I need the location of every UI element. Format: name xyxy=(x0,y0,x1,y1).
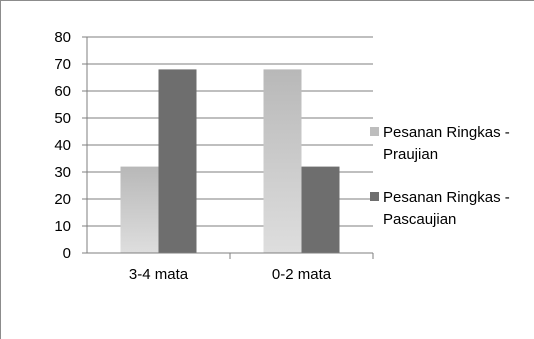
y-tick-label: 60 xyxy=(54,83,71,100)
x-tick-labels: 3-4 mata 0-2 mata xyxy=(129,266,332,283)
legend: Pesanan Ringkas - Praujian Pesanan Ringkas… xyxy=(370,124,510,228)
y-tick-label: 0 xyxy=(63,245,71,262)
x-tick-label: 3-4 mata xyxy=(129,266,189,283)
bars xyxy=(120,69,340,254)
legend-swatch xyxy=(370,127,379,136)
bar-praujian-0 xyxy=(120,166,159,253)
legend-label: Pascaujian xyxy=(383,211,456,228)
legend-label: Praujian xyxy=(383,146,438,163)
gridlines xyxy=(87,36,373,227)
y-tick-label: 70 xyxy=(54,56,71,73)
legend-label: Pesanan Ringkas - xyxy=(383,124,510,141)
bar-pascaujian-0 xyxy=(158,69,197,254)
bar-pascaujian-1 xyxy=(301,166,340,253)
axes xyxy=(82,36,374,259)
legend-swatch xyxy=(370,192,379,201)
x-tick-label: 0-2 mata xyxy=(272,266,332,283)
y-tick-label: 30 xyxy=(54,164,71,181)
legend-label: Pesanan Ringkas - xyxy=(383,189,510,206)
y-tick-label: 50 xyxy=(54,110,71,127)
y-tick-label: 40 xyxy=(54,137,71,154)
y-tick-label: 20 xyxy=(54,191,71,208)
y-tick-label: 80 xyxy=(54,29,71,46)
y-tick-labels: 0 10 20 30 40 50 60 70 80 xyxy=(54,29,71,262)
y-tick-label: 10 xyxy=(54,218,71,235)
bar-praujian-1 xyxy=(263,69,302,254)
